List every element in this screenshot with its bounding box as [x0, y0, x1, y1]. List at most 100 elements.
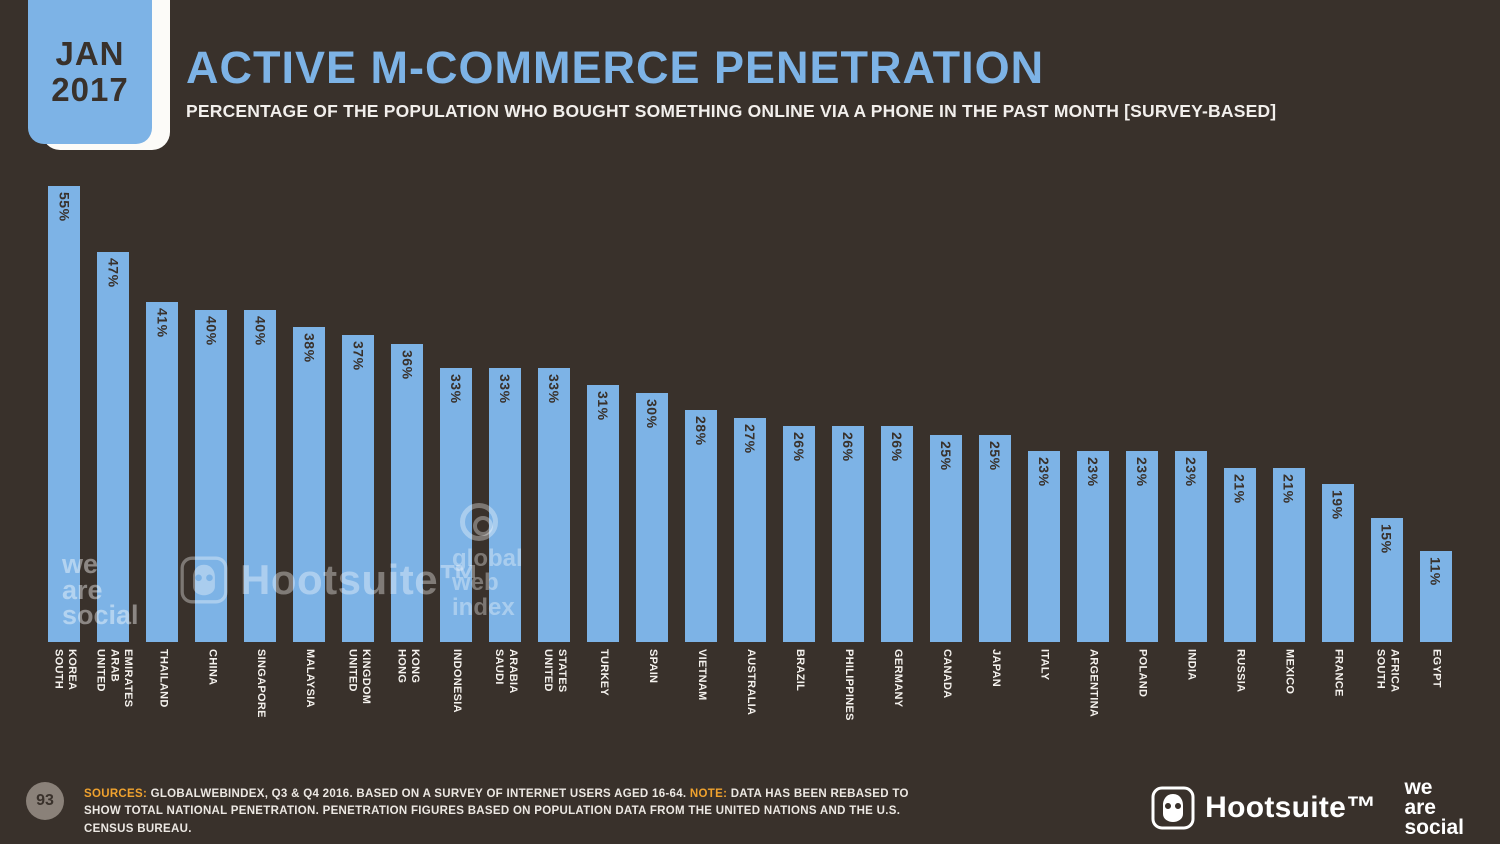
- bar-value-label: 26%: [791, 432, 808, 462]
- hootsuite-logo-text: Hootsuite™: [1205, 790, 1377, 824]
- bar-value-label: 21%: [1231, 474, 1248, 504]
- bar-column: 41% THAILAND: [138, 186, 187, 774]
- hootsuite-logo: Hootsuite™: [1151, 786, 1376, 830]
- country-label: CANADA: [940, 649, 953, 699]
- bar-value-label: 31%: [595, 391, 612, 421]
- bar: 21%: [1223, 468, 1256, 642]
- sources-note: SOURCES: GLOBALWEBINDEX, Q3 & Q4 2016. B…: [84, 786, 934, 838]
- bar-column: 30% SPAIN: [628, 186, 677, 774]
- bar-value-label: 40%: [203, 316, 220, 346]
- bar: 33%: [538, 368, 571, 642]
- bar-column: 33% SAUDI ARABIA: [481, 186, 530, 774]
- sources-text: GLOBALWEBINDEX, Q3 & Q4 2016. BASED ON A…: [147, 788, 690, 800]
- bar: 26%: [880, 426, 913, 642]
- country-label: SINGAPORE: [255, 649, 268, 718]
- country-label: SOUTH AFRICA: [1374, 649, 1401, 693]
- bar-chart: 55% SOUTH KOREA 47% UNITED ARAB EMIRATES 41%…: [40, 186, 1460, 774]
- bar-value-label: 26%: [839, 432, 856, 462]
- bar-value-label: 30%: [644, 399, 661, 429]
- country-label: SOUTH KOREA: [52, 649, 79, 691]
- bar-column: 31% TURKEY: [579, 186, 628, 774]
- bar-column: 11% EGYPT: [1411, 186, 1460, 774]
- bar-value-label: 11%: [1427, 557, 1444, 586]
- bar-column: 25% JAPAN: [970, 186, 1019, 774]
- country-label: RUSSIA: [1234, 649, 1247, 693]
- bar-value-label: 19%: [1329, 490, 1346, 520]
- bar-value-label: 15%: [1378, 524, 1395, 554]
- page-subtitle: PERCENTAGE OF THE POPULATION WHO BOUGHT …: [186, 101, 1277, 122]
- bar: 23%: [1125, 451, 1158, 642]
- bar-column: 37% UNITED KINGDOM: [334, 186, 383, 774]
- bar: 15%: [1370, 518, 1403, 642]
- bar: 37%: [342, 335, 375, 642]
- bar: 33%: [489, 368, 522, 642]
- country-label: ARGENTINA: [1087, 649, 1100, 718]
- country-label: TURKEY: [598, 649, 611, 697]
- bar: 28%: [685, 410, 718, 642]
- bar: 27%: [734, 418, 767, 642]
- wearesocial-logo: we are social: [1404, 776, 1464, 838]
- bar-value-label: 33%: [448, 374, 465, 404]
- bar: 36%: [391, 344, 424, 642]
- bar: 23%: [1076, 451, 1109, 642]
- bar-column: 15% SOUTH AFRICA: [1362, 186, 1411, 774]
- country-label: UNITED KINGDOM: [346, 649, 373, 705]
- bar: 23%: [1174, 451, 1207, 642]
- bar: 40%: [244, 310, 277, 642]
- wearesocial-logo-line: we: [1404, 776, 1433, 799]
- bar-column: 33% UNITED STATES: [530, 186, 579, 774]
- bar-value-label: 47%: [105, 258, 122, 288]
- bar-column: 23% POLAND: [1117, 186, 1166, 774]
- country-label: INDIA: [1185, 649, 1198, 681]
- bar-column: 23% ITALY: [1019, 186, 1068, 774]
- bar-column: 55% SOUTH KOREA: [40, 186, 89, 774]
- bar-value-label: 26%: [888, 432, 905, 462]
- country-label: SAUDI ARABIA: [493, 649, 519, 694]
- bar: 47%: [97, 252, 130, 642]
- country-label: JAPAN: [989, 649, 1002, 687]
- bar-value-label: 33%: [497, 374, 514, 404]
- bar: 38%: [293, 327, 326, 642]
- bar-column: 23% INDIA: [1166, 186, 1215, 774]
- bar-value-label: 23%: [1182, 457, 1199, 487]
- note-label: NOTE:: [689, 788, 728, 800]
- bar-column: 27% AUSTRALIA: [726, 186, 775, 774]
- country-label: INDONESIA: [451, 649, 464, 713]
- bar-value-label: 33%: [546, 374, 563, 404]
- country-label: MALAYSIA: [304, 649, 317, 708]
- page-number-badge: 93: [26, 782, 64, 820]
- country-label: MEXICO: [1283, 649, 1296, 695]
- bar: 30%: [636, 393, 669, 642]
- header: ACTIVE M-COMMERCE PENETRATION PERCENTAGE…: [186, 44, 1466, 122]
- country-label: ITALY: [1038, 649, 1051, 681]
- bar-value-label: 38%: [301, 333, 318, 363]
- country-label: UNITED ARAB EMIRATES: [94, 649, 135, 708]
- bar-value-label: 25%: [986, 441, 1003, 471]
- bar: 41%: [146, 302, 179, 642]
- country-label: HONG KONG: [395, 649, 422, 684]
- sources-label: SOURCES:: [84, 788, 148, 800]
- bar-column: 38% MALAYSIA: [285, 186, 334, 774]
- bar: 21%: [1272, 468, 1305, 642]
- bar: 26%: [831, 426, 864, 642]
- footer-logos: Hootsuite™ we are social: [1151, 776, 1464, 838]
- bar-column: 21% RUSSIA: [1215, 186, 1264, 774]
- bar-value-label: 40%: [252, 316, 269, 346]
- bar-column: 36% HONG KONG: [383, 186, 432, 774]
- country-label: UNITED STATES: [542, 649, 568, 693]
- page-title: ACTIVE M-COMMERCE PENETRATION: [186, 42, 1045, 93]
- country-label: VIETNAM: [695, 649, 708, 701]
- page-number: 93: [36, 792, 54, 809]
- bar-column: 21% MEXICO: [1264, 186, 1313, 774]
- bar-value-label: 55%: [56, 192, 73, 222]
- bar-column: 40% SINGAPORE: [236, 186, 285, 774]
- bar: 25%: [978, 435, 1011, 642]
- country-label: SPAIN: [646, 649, 659, 684]
- date-badge: JAN 2017: [28, 0, 172, 152]
- bar: 25%: [929, 435, 962, 642]
- badge-month: JAN: [55, 35, 125, 73]
- bar: 23%: [1027, 451, 1060, 642]
- bar-value-label: 41%: [154, 308, 171, 338]
- bar-value-label: 23%: [1133, 457, 1150, 487]
- bar-column: 47% UNITED ARAB EMIRATES: [89, 186, 138, 774]
